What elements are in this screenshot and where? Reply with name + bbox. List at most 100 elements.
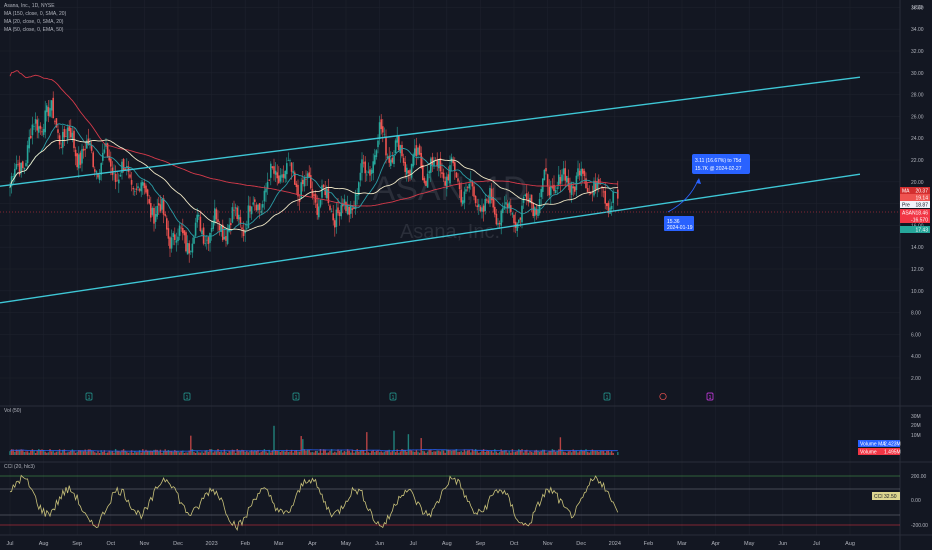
candle-body xyxy=(310,175,312,189)
candle-body xyxy=(604,190,606,204)
candle-body xyxy=(334,220,336,228)
volume-bar xyxy=(553,449,555,455)
legend-volume[interactable]: Vol (50) xyxy=(4,408,22,414)
volume-bar xyxy=(196,450,198,455)
volume-bar xyxy=(564,452,566,455)
candle-body xyxy=(375,150,378,158)
ma-150-line xyxy=(9,70,618,207)
candle-body xyxy=(39,125,42,129)
candle-body xyxy=(154,214,157,222)
candle-body xyxy=(612,191,614,204)
price-tag-bg xyxy=(900,194,930,201)
legend-ma-20[interactable]: MA (20, close, 0, SMA, 20) xyxy=(4,19,64,25)
volume-bar xyxy=(98,452,101,455)
x-tick-label: Feb xyxy=(644,541,653,547)
candle-body xyxy=(401,145,403,157)
volume-bar xyxy=(114,449,117,455)
candle-body xyxy=(161,198,163,210)
candle-body xyxy=(186,243,189,255)
volume-bar xyxy=(247,452,250,455)
volume-bar xyxy=(593,450,595,455)
earnings-marker[interactable] xyxy=(85,392,93,401)
volume-bar xyxy=(607,450,610,455)
candle-body xyxy=(486,199,488,201)
legend-cci[interactable]: CCI (20, hlc3) xyxy=(4,464,35,470)
dividend-marker-icon[interactable] xyxy=(659,392,667,401)
time-axis[interactable]: Jul Aug Sep Oct Nov Dec 2023 Feb Mar Apr May Jun Jul… xyxy=(6,541,854,547)
candle-body xyxy=(81,149,83,164)
candle-body xyxy=(438,159,440,169)
volume-bar xyxy=(526,449,528,455)
volume-bar xyxy=(198,452,200,455)
volume-bar xyxy=(492,452,494,455)
candle-body xyxy=(79,152,82,165)
candle-body xyxy=(41,131,43,133)
candle-body xyxy=(585,178,587,189)
candle-body xyxy=(244,231,246,234)
earnings-marker[interactable] xyxy=(292,392,300,401)
candle-body xyxy=(196,214,198,223)
current-marker-box xyxy=(664,216,694,231)
upcoming-earnings-marker[interactable] xyxy=(706,392,714,401)
volume-bar xyxy=(401,449,403,455)
candle-body xyxy=(479,206,482,212)
legend-ema-50[interactable]: MA (50, close, 0, EMA, 50) xyxy=(4,27,64,33)
earnings-marker[interactable] xyxy=(389,392,397,401)
measure-tool[interactable]: 3.11 (16.67%) to 75d 15.7K @ 2024-02-27 … xyxy=(664,154,750,231)
candle-body xyxy=(236,207,238,219)
earnings-marker[interactable] xyxy=(183,392,191,401)
candle-body xyxy=(177,236,179,242)
volume-bar xyxy=(337,449,339,455)
legend-symbol[interactable]: Asana, Inc., 1D, NYSE xyxy=(4,3,55,9)
y-tick-label: 34.00 xyxy=(911,27,924,33)
volume-bar xyxy=(350,452,352,455)
candle-body xyxy=(199,216,202,232)
candle-body xyxy=(252,202,254,205)
volume-bar xyxy=(398,452,400,455)
lower-channel-line[interactable] xyxy=(0,173,861,304)
volume-bar xyxy=(132,452,134,455)
candle-body xyxy=(406,167,408,175)
upper-channel-line[interactable] xyxy=(0,76,861,187)
candle-body xyxy=(481,207,483,212)
candle-body xyxy=(257,204,259,211)
volume-bar xyxy=(124,450,126,455)
x-tick-label: Oct xyxy=(107,541,116,547)
candle-body xyxy=(129,174,131,178)
legend-ma-150[interactable]: MA (150, close, 0, SMA, 20) xyxy=(4,11,67,17)
candle-body xyxy=(230,223,232,226)
candle-body xyxy=(396,135,398,143)
candle-body xyxy=(354,193,357,210)
candle-body xyxy=(370,169,373,175)
candle-body xyxy=(316,203,318,215)
volume-bar xyxy=(454,450,456,455)
volume-bar xyxy=(154,449,157,455)
volume-bar xyxy=(289,451,291,455)
candle-body xyxy=(42,128,45,135)
volume-bar xyxy=(130,450,133,455)
current-marker-line1: 15.36 xyxy=(667,219,680,225)
candle-body xyxy=(337,207,339,214)
volume-bar xyxy=(14,451,16,455)
grid-lines xyxy=(0,0,900,535)
event-markers[interactable]: 1 1 1 1 1 1 xyxy=(85,392,714,401)
volume-bar xyxy=(226,452,229,455)
volume-bar xyxy=(402,449,405,455)
candle-body xyxy=(258,203,261,210)
volume-bar xyxy=(380,451,382,455)
candle-body xyxy=(540,189,542,198)
price-tag-bg xyxy=(900,201,930,208)
candle-body xyxy=(66,127,69,139)
candle-body xyxy=(505,202,507,205)
volume-bar xyxy=(170,450,173,455)
volume-bar xyxy=(329,450,331,455)
candle-body xyxy=(65,136,67,137)
candle-body xyxy=(420,152,422,169)
earnings-marker[interactable] xyxy=(603,392,611,401)
candle-body xyxy=(455,172,458,178)
volume-bar xyxy=(338,450,341,455)
volume-bar xyxy=(538,451,541,455)
volume-bar xyxy=(484,451,486,455)
volume-bar xyxy=(266,452,269,455)
